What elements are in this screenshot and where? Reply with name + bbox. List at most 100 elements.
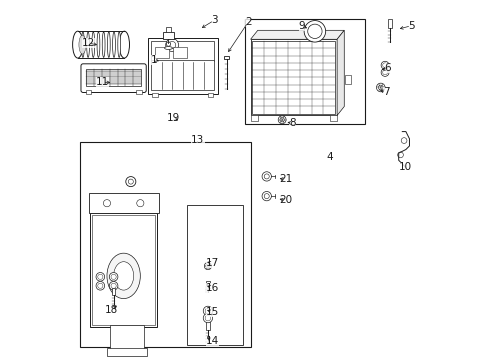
Bar <box>187 205 242 345</box>
Circle shape <box>204 262 211 270</box>
Circle shape <box>264 174 269 179</box>
Bar <box>250 115 257 121</box>
Bar <box>224 56 228 59</box>
Ellipse shape <box>73 31 82 58</box>
Text: 19: 19 <box>166 113 180 123</box>
Bar <box>136 90 142 94</box>
Text: 10: 10 <box>399 162 411 172</box>
Circle shape <box>397 152 403 158</box>
Circle shape <box>307 24 322 39</box>
Text: 2: 2 <box>244 17 251 27</box>
Text: 16: 16 <box>205 283 219 293</box>
Ellipse shape <box>92 32 95 57</box>
Text: 15: 15 <box>205 307 219 317</box>
Circle shape <box>128 179 133 184</box>
Ellipse shape <box>118 32 121 57</box>
Text: 13: 13 <box>191 135 204 145</box>
Circle shape <box>204 315 210 321</box>
Bar <box>252 41 335 114</box>
Text: 3: 3 <box>210 15 217 26</box>
Circle shape <box>380 68 388 76</box>
Bar <box>151 60 214 90</box>
Circle shape <box>109 273 118 281</box>
Bar <box>80 142 250 347</box>
Text: 8: 8 <box>288 118 295 128</box>
Bar <box>172 47 187 58</box>
Text: 21: 21 <box>279 174 292 184</box>
Bar <box>344 75 351 84</box>
FancyBboxPatch shape <box>81 64 146 93</box>
Bar <box>86 69 141 86</box>
Ellipse shape <box>102 32 105 57</box>
Circle shape <box>165 39 178 51</box>
Bar <box>163 32 174 40</box>
Bar <box>110 325 143 348</box>
Circle shape <box>378 85 383 90</box>
Circle shape <box>168 41 175 49</box>
Ellipse shape <box>113 262 133 290</box>
Circle shape <box>111 274 116 279</box>
Text: 7: 7 <box>382 87 388 97</box>
Bar <box>88 193 159 213</box>
Bar <box>112 288 115 296</box>
Bar <box>244 19 365 125</box>
Ellipse shape <box>81 32 84 57</box>
Ellipse shape <box>164 46 172 49</box>
Text: 1: 1 <box>150 54 157 64</box>
Bar <box>92 215 155 325</box>
Text: 12: 12 <box>81 38 95 48</box>
Ellipse shape <box>112 32 115 57</box>
Bar <box>85 90 91 94</box>
Bar <box>165 27 171 32</box>
Circle shape <box>205 264 209 268</box>
Circle shape <box>98 283 102 288</box>
Ellipse shape <box>107 253 140 299</box>
Circle shape <box>380 61 388 69</box>
Ellipse shape <box>97 32 100 57</box>
Circle shape <box>264 194 269 199</box>
Circle shape <box>98 274 102 279</box>
Circle shape <box>278 116 285 124</box>
Text: 20: 20 <box>279 195 292 206</box>
Text: 5: 5 <box>407 21 414 31</box>
Circle shape <box>280 118 284 122</box>
Ellipse shape <box>79 35 86 54</box>
Text: 17: 17 <box>205 258 219 268</box>
Bar <box>329 115 336 121</box>
Circle shape <box>111 283 116 288</box>
Circle shape <box>203 314 212 323</box>
Bar <box>90 213 157 327</box>
Ellipse shape <box>107 32 110 57</box>
Text: 14: 14 <box>205 336 219 346</box>
Circle shape <box>166 42 170 46</box>
Ellipse shape <box>86 32 89 57</box>
Text: 9: 9 <box>298 21 305 31</box>
Circle shape <box>109 282 118 290</box>
Text: 6: 6 <box>384 63 390 73</box>
Text: 4: 4 <box>326 152 332 162</box>
Bar <box>155 47 169 58</box>
Bar <box>387 19 391 28</box>
Bar <box>250 39 336 116</box>
Bar <box>151 41 214 60</box>
Circle shape <box>262 172 271 181</box>
Bar <box>207 93 213 97</box>
Bar <box>106 348 147 356</box>
Circle shape <box>304 21 325 42</box>
Bar <box>206 281 209 285</box>
Bar <box>206 321 209 330</box>
Circle shape <box>137 199 143 207</box>
Circle shape <box>203 306 212 316</box>
Circle shape <box>262 192 271 201</box>
Circle shape <box>376 83 384 92</box>
Circle shape <box>204 308 210 314</box>
Circle shape <box>125 177 136 186</box>
Bar <box>152 93 158 97</box>
Text: 18: 18 <box>105 305 118 315</box>
Circle shape <box>96 273 104 281</box>
Bar <box>147 39 217 94</box>
Text: 11: 11 <box>96 77 109 87</box>
Circle shape <box>382 70 386 75</box>
Circle shape <box>382 63 386 68</box>
Ellipse shape <box>119 31 129 58</box>
